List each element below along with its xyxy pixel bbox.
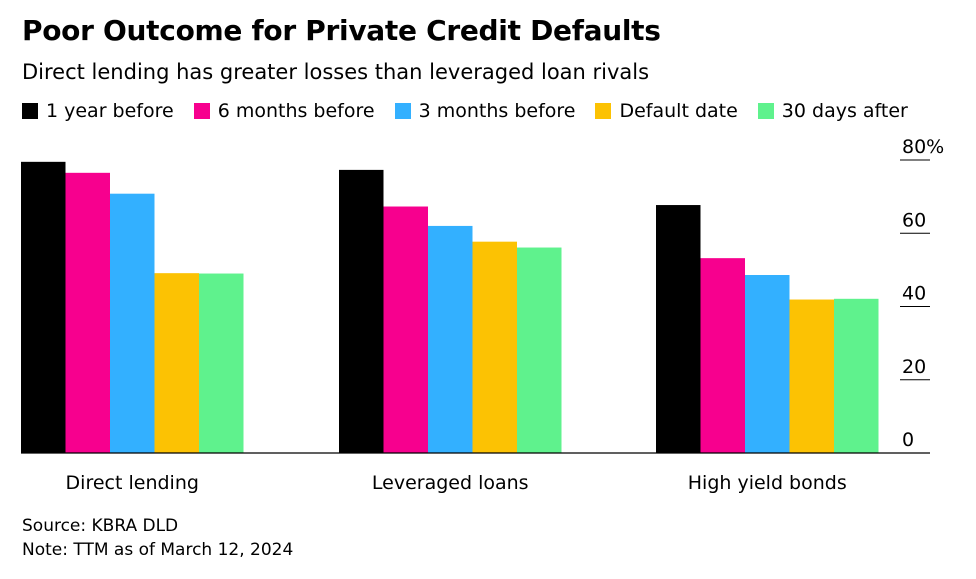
bar-high-yield-bonds-3-months-before [745,275,790,453]
bar-direct-lending-1-year-before [21,161,66,454]
chart-subtitle: Direct lending has greater losses than l… [22,60,650,84]
source-note: Source: KBRA DLD [22,516,179,536]
y-tick-label: 80% [902,136,944,158]
legend-label: 3 months before [418,100,576,122]
bar-leveraged-loans-1-year-before [339,169,384,454]
bar-direct-lending-30-days-after [199,273,244,453]
legend-item-1-year-before: 1 year before [22,100,174,122]
chart-title: Poor Outcome for Private Credit Defaults [22,14,661,47]
bar-leveraged-loans-6-months-before [383,206,428,453]
legend-label: 6 months before [217,100,375,122]
legend-label: 1 year before [46,100,174,122]
bar-high-yield-bonds-6-months-before [700,258,745,453]
category-label: High yield bonds [688,472,847,494]
y-tick-label: 60 [902,209,926,231]
legend-swatch [394,103,411,119]
bar-direct-lending-3-months-before [110,193,155,453]
legend-swatch [595,103,612,119]
legend: 1 year before 6 months before 3 months b… [22,100,908,122]
legend-item-30-days-after: 30 days after [757,100,908,122]
legend-swatch [193,103,210,119]
y-tick-label: 0 [902,429,914,451]
bar-direct-lending-6-months-before [65,172,110,453]
category-label: Leveraged loans [372,472,529,494]
footnote: Note: TTM as of March 12, 2024 [22,540,294,560]
category-label: Direct lending [66,472,199,494]
bar-high-yield-bonds-default-date [789,299,834,453]
legend-swatch [757,103,774,119]
bar-leveraged-loans-3-months-before [428,225,473,453]
bar-leveraged-loans-30-days-after [517,247,562,453]
legend-swatch [22,103,38,119]
legend-label: Default date [619,100,738,122]
legend-item-3-months-before: 3 months before [394,100,576,122]
legend-item-6-months-before: 6 months before [193,100,375,122]
bar-high-yield-bonds-1-year-before [656,205,701,453]
y-tick-label: 40 [902,283,926,305]
bar-high-yield-bonds-30-days-after [834,298,879,453]
legend-label: 30 days after [781,100,908,122]
bar-leveraged-loans-default-date [472,241,517,453]
y-tick-label: 20 [902,356,926,378]
bar-direct-lending-default-date [154,273,199,453]
legend-item-default-date: Default date [595,100,738,122]
